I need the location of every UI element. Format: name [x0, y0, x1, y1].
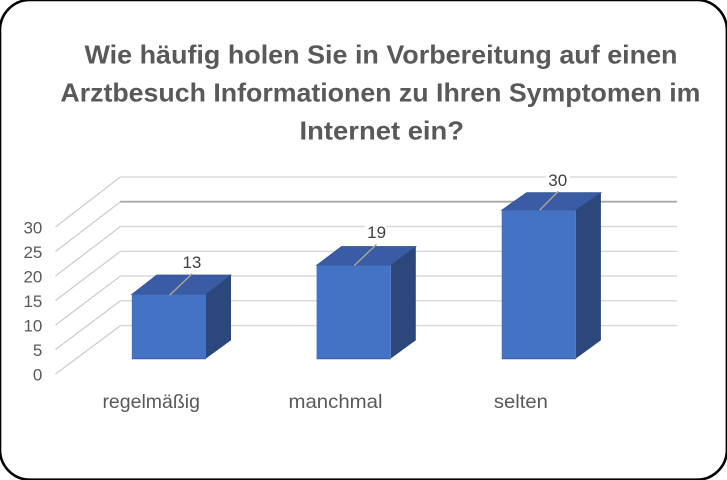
svg-text:0: 0 — [33, 365, 42, 384]
svg-text:selten: selten — [494, 391, 548, 413]
svg-text:19: 19 — [367, 223, 386, 242]
svg-text:13: 13 — [182, 253, 201, 272]
svg-text:30: 30 — [548, 171, 567, 190]
svg-text:manchmal: manchmal — [289, 391, 383, 413]
svg-text:5: 5 — [33, 341, 42, 360]
svg-text:15: 15 — [23, 292, 42, 311]
svg-text:Wie häufig holen Sie in Vorber: Wie häufig holen Sie in Vorbereitung auf… — [85, 40, 678, 70]
svg-text:regelmäßig: regelmäßig — [102, 391, 200, 413]
svg-text:20: 20 — [23, 267, 42, 286]
svg-text:30: 30 — [23, 218, 42, 237]
svg-text:Arztbesuch Informationen zu Ih: Arztbesuch Informationen zu Ihren Sympto… — [60, 78, 700, 108]
svg-text:10: 10 — [23, 316, 42, 335]
svg-text:25: 25 — [23, 243, 42, 262]
svg-text:Internet ein?: Internet ein? — [300, 115, 465, 145]
